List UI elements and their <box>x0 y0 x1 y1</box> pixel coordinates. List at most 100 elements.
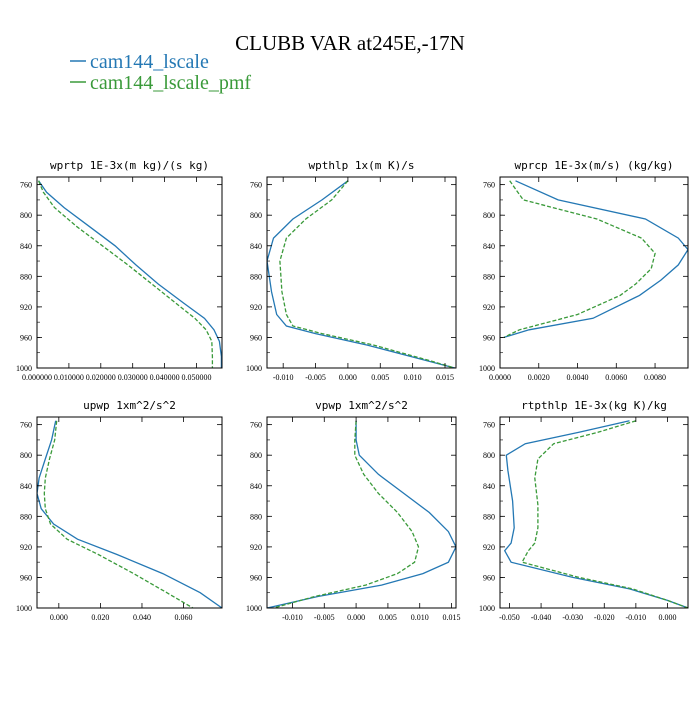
y-tick-label: 880 <box>250 272 262 281</box>
y-tick-label: 920 <box>250 303 262 312</box>
plot-frame <box>266 416 457 609</box>
x-tick-label: 0.040000 <box>150 373 180 382</box>
x-tick-label: 0.015 <box>436 373 454 382</box>
y-tick-label: 1000 <box>479 364 495 373</box>
y-tick-label: 920 <box>20 543 32 552</box>
y-tick-label: 1000 <box>16 604 32 613</box>
panel-1: wprtp 1E-3x(m kg)/(s kg) 760 800 840 880 920 9… <box>16 159 223 382</box>
x-tick-label: -0.030 <box>562 613 583 622</box>
y-tick-label: 760 <box>483 421 495 430</box>
y-tick-label: 880 <box>483 512 495 521</box>
figure-title: CLUBB VAR at245E,-17N <box>235 31 465 55</box>
panel-4: upwp 1xm^2/s^2 760 800 840 880 920 960 1000 0.00… <box>16 399 223 622</box>
panel-title: rtpthlp 1E-3x(kg K)/kg <box>521 399 667 412</box>
panel-title: vpwp 1xm^2/s^2 <box>315 399 408 412</box>
x-tick-label: -0.005 <box>314 613 335 622</box>
panel-2: wpthlp 1x(m K)/s 760 800 840 880 920 960 1000 -0… <box>246 159 457 382</box>
x-tick-label: 0.000 <box>50 613 68 622</box>
series-line-1 <box>503 180 688 339</box>
y-tick-label: 840 <box>250 482 262 491</box>
panel-5: vpwp 1xm^2/s^2 760 800 840 880 920 960 1000 -0.0… <box>246 399 461 622</box>
plot-frame <box>499 416 689 609</box>
series-line-2 <box>38 180 214 368</box>
series-line-1 <box>503 420 688 608</box>
x-tick-label: 0.000000 <box>22 373 52 382</box>
y-tick-label: 1000 <box>246 364 262 373</box>
x-tick-label: 0.030000 <box>118 373 148 382</box>
y-tick-label: 960 <box>250 573 262 582</box>
series-line-2 <box>521 420 688 608</box>
x-tick-label: 0.0060 <box>605 373 627 382</box>
panels: wprtp 1E-3x(m kg)/(s kg) 760 800 840 880 920 9… <box>16 159 689 622</box>
y-tick-label: 800 <box>483 211 495 220</box>
y-tick-label: 800 <box>20 211 32 220</box>
x-tick-label: 0.040 <box>133 613 151 622</box>
y-tick-label: 880 <box>20 272 32 281</box>
x-tick-label: 0.010 <box>411 613 429 622</box>
y-tick-label: 880 <box>20 512 32 521</box>
x-tick-label: -0.010 <box>273 373 294 382</box>
y-tick-label: 1000 <box>16 364 32 373</box>
y-tick-label: 760 <box>250 181 262 190</box>
y-tick-label: 920 <box>483 543 495 552</box>
y-tick-label: 800 <box>250 451 262 460</box>
x-tick-label: -0.010 <box>282 613 303 622</box>
x-tick-label: -0.005 <box>305 373 326 382</box>
y-tick-label: 760 <box>20 421 32 430</box>
y-tick-label: 920 <box>250 543 262 552</box>
panel-title: wprtp 1E-3x(m kg)/(s kg) <box>50 159 209 172</box>
y-tick-label: 760 <box>250 421 262 430</box>
plot-frame <box>36 416 223 609</box>
x-tick-label: 0.005 <box>371 373 389 382</box>
series-line-1 <box>37 420 222 608</box>
x-tick-label: -0.020 <box>594 613 615 622</box>
y-tick-label: 960 <box>483 333 495 342</box>
x-tick-label: -0.050 <box>499 613 520 622</box>
plot-frame <box>499 176 689 369</box>
y-tick-label: 760 <box>20 181 32 190</box>
series-line-2 <box>273 420 420 608</box>
x-tick-label: 0.010000 <box>54 373 84 382</box>
x-tick-label: -0.010 <box>626 613 647 622</box>
y-tick-label: 960 <box>20 573 32 582</box>
x-tick-label: 0.005 <box>379 613 397 622</box>
x-tick-label: 0.060 <box>175 613 193 622</box>
legend-label-2: cam144_lscale_pmf <box>90 72 251 94</box>
x-tick-label: 0.020000 <box>86 373 116 382</box>
plot-frame <box>36 176 223 369</box>
x-tick-label: 0.000 <box>347 613 365 622</box>
y-tick-label: 840 <box>250 242 262 251</box>
series-line-1 <box>267 420 456 608</box>
series-line-2 <box>43 420 194 608</box>
x-tick-label: 0.020 <box>91 613 109 622</box>
y-tick-label: 840 <box>20 242 32 251</box>
x-tick-label: 0.050000 <box>181 373 211 382</box>
x-tick-label: 0.015 <box>443 613 461 622</box>
y-tick-label: 920 <box>20 303 32 312</box>
series-line-1 <box>267 180 455 368</box>
y-tick-label: 840 <box>20 482 32 491</box>
x-tick-label: 0.000 <box>339 373 357 382</box>
legend: cam144_lscale cam144_lscale_pmf <box>70 51 251 94</box>
y-tick-label: 760 <box>483 181 495 190</box>
panel-6: rtpthlp 1E-3x(kg K)/kg 760 800 840 880 920 960… <box>479 399 689 622</box>
plot-frame <box>266 176 457 369</box>
y-tick-label: 880 <box>483 272 495 281</box>
y-tick-label: 1000 <box>479 604 495 613</box>
series-line-1 <box>38 180 222 368</box>
y-tick-label: 840 <box>483 482 495 491</box>
x-tick-label: 0.0080 <box>644 373 666 382</box>
x-tick-label: 0.010 <box>404 373 422 382</box>
x-tick-label: 0.0020 <box>528 373 550 382</box>
series-line-2 <box>503 180 656 338</box>
y-tick-label: 960 <box>483 573 495 582</box>
x-tick-label: -0.040 <box>531 613 552 622</box>
y-tick-label: 800 <box>20 451 32 460</box>
y-tick-label: 960 <box>20 333 32 342</box>
x-tick-label: 0.000 <box>658 613 676 622</box>
y-tick-label: 1000 <box>246 604 262 613</box>
panel-title: wpthlp 1x(m K)/s <box>309 159 415 172</box>
x-tick-label: 0.0000 <box>489 373 511 382</box>
